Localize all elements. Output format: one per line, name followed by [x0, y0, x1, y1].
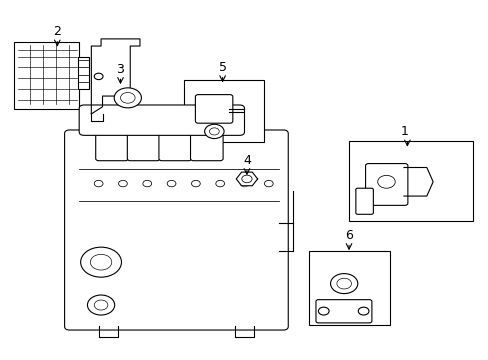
Circle shape — [241, 175, 251, 183]
Bar — [78, 57, 89, 89]
Circle shape — [377, 175, 394, 188]
Text: 2: 2 — [53, 25, 61, 38]
Circle shape — [94, 180, 103, 187]
FancyBboxPatch shape — [190, 121, 223, 161]
FancyBboxPatch shape — [365, 163, 407, 205]
Circle shape — [90, 254, 112, 270]
Text: 3: 3 — [116, 63, 124, 76]
Text: 5: 5 — [218, 61, 226, 74]
Circle shape — [87, 295, 115, 315]
Circle shape — [191, 180, 200, 187]
Circle shape — [318, 307, 328, 315]
Bar — [348, 141, 472, 221]
Circle shape — [204, 124, 224, 139]
FancyBboxPatch shape — [195, 95, 232, 123]
FancyBboxPatch shape — [96, 121, 128, 161]
FancyBboxPatch shape — [159, 121, 191, 161]
Bar — [183, 80, 264, 143]
Circle shape — [336, 278, 351, 289]
Circle shape — [240, 180, 248, 187]
FancyBboxPatch shape — [315, 300, 371, 323]
Circle shape — [94, 73, 103, 80]
Circle shape — [264, 180, 273, 187]
Circle shape — [120, 93, 135, 103]
Text: 1: 1 — [400, 125, 408, 138]
Bar — [308, 251, 389, 325]
FancyBboxPatch shape — [79, 105, 244, 135]
Circle shape — [118, 180, 127, 187]
Circle shape — [114, 88, 141, 108]
FancyBboxPatch shape — [64, 130, 287, 330]
Circle shape — [94, 300, 108, 310]
FancyBboxPatch shape — [355, 188, 372, 214]
Circle shape — [167, 180, 176, 187]
Circle shape — [209, 128, 219, 135]
Circle shape — [358, 307, 368, 315]
Circle shape — [215, 180, 224, 187]
Circle shape — [330, 274, 357, 294]
Polygon shape — [236, 172, 257, 186]
FancyBboxPatch shape — [127, 121, 160, 161]
Text: 4: 4 — [243, 154, 250, 167]
Circle shape — [142, 180, 151, 187]
Bar — [14, 42, 79, 109]
Circle shape — [81, 247, 121, 277]
Text: 6: 6 — [345, 229, 352, 242]
